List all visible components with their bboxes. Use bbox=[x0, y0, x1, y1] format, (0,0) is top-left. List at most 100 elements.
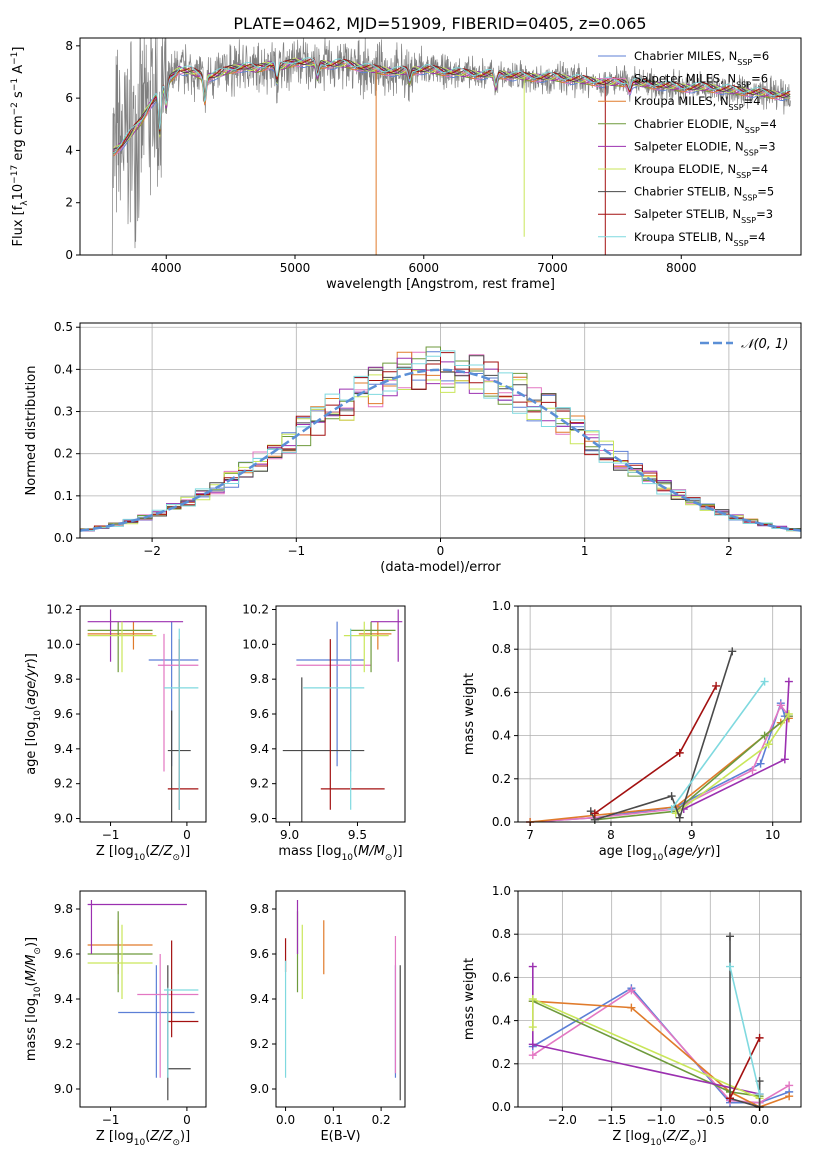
x-tick-label: −2.0 bbox=[548, 1113, 577, 1127]
y-axis-label: mass weight bbox=[462, 958, 477, 1040]
massweight-series-line bbox=[530, 703, 790, 823]
spectrum-panel: 4000 5000 6000 7000 8000 0 2 4 6 8 wavelength [Ang… bbox=[10, 37, 802, 292]
y-tick-label: 9.2 bbox=[54, 1037, 73, 1051]
massweight-point-marker bbox=[726, 962, 735, 971]
x-axis-label: (data-model)/error bbox=[380, 560, 501, 575]
mass-vs-ebv-panel: 0.0 0.1 0.2 9.0 9.2 9.4 9.6 9.8 E(B-V) bbox=[250, 890, 406, 1144]
massweight-point-marker bbox=[712, 681, 721, 690]
y-tick-label: 0.6 bbox=[492, 685, 511, 699]
x-axis-label: wavelength [Angstrom, rest frame] bbox=[326, 277, 555, 292]
y-tick-label: 9.2 bbox=[250, 1037, 269, 1051]
y-tick-label: 1.0 bbox=[492, 599, 511, 613]
massweight-vs-metallicity-panel: −2.0 −1.5 −1.0 −0.5 0.0 0.0 0.2 0.4 0.6 0.8 1.0 Z [… bbox=[462, 884, 802, 1148]
x-tick-label: −1 bbox=[287, 544, 305, 558]
y-tick-label: 9.0 bbox=[250, 812, 269, 826]
x-tick-label: 0.0 bbox=[276, 1113, 295, 1127]
legend-label: Salpeter STELIB, NSSP=3 bbox=[634, 207, 773, 225]
x-tick-label: 10 bbox=[765, 828, 780, 842]
y-axis-label: Flux [fλ10−17 erg cm−2 s−1 A−1] bbox=[10, 47, 30, 247]
residual-histogram-line bbox=[80, 370, 801, 532]
y-tick-label: 9.4 bbox=[250, 742, 269, 756]
y-tick-label: 9.0 bbox=[54, 812, 73, 826]
legend-label: Salpeter MILES, NSSP=6 bbox=[634, 72, 768, 90]
x-axis-label: E(B-V) bbox=[320, 1129, 360, 1144]
model-spectrum-line bbox=[113, 58, 791, 152]
y-tick-label: 0.2 bbox=[54, 447, 73, 461]
massweight-point-marker bbox=[726, 932, 735, 941]
y-tick-label: 10.2 bbox=[242, 602, 269, 616]
massweight-point-marker bbox=[784, 710, 793, 718]
x-tick-label: 0.0 bbox=[750, 1113, 769, 1127]
x-axis-label: age [log10(age/yr)] bbox=[599, 844, 721, 863]
x-tick-label: 7 bbox=[526, 828, 534, 842]
massweight-point-marker bbox=[776, 701, 785, 710]
y-tick-label: 10.2 bbox=[46, 602, 73, 616]
figure-title: PLATE=0462, MJD=51909, FIBERID=0405, z=0… bbox=[233, 14, 646, 33]
y-tick-label: 0.2 bbox=[492, 772, 511, 786]
residuals-panel: −2 −1 0 1 2 0.0 0.1 0.2 0.3 0.4 0.5 (data-model)/er… bbox=[24, 320, 802, 575]
x-tick-label: 8 bbox=[607, 828, 615, 842]
axes-frame bbox=[517, 605, 802, 823]
massweight-point-marker bbox=[785, 1081, 794, 1090]
y-tick-label: 9.6 bbox=[54, 707, 73, 721]
y-tick-label: 2 bbox=[65, 196, 73, 210]
y-axis-label: Normed distribution bbox=[24, 366, 39, 496]
massweight-point-marker bbox=[728, 647, 737, 656]
y-tick-label: 1.0 bbox=[492, 884, 511, 898]
y-tick-label: 9.6 bbox=[250, 707, 269, 721]
legend-label: Kroupa ELODIE, NSSP=4 bbox=[634, 162, 768, 180]
massweight-series-line bbox=[530, 700, 786, 823]
y-tick-label: 10.0 bbox=[242, 637, 269, 651]
x-tick-label: −1 bbox=[102, 1113, 120, 1127]
massweight-point-marker bbox=[675, 748, 684, 757]
x-tick-label: 5000 bbox=[280, 261, 311, 275]
massweight-point-marker bbox=[528, 995, 537, 1003]
massweight-point-marker bbox=[760, 677, 769, 686]
x-tick-label: 9.5 bbox=[348, 828, 367, 842]
massweight-point-marker bbox=[528, 962, 537, 971]
massweight-point-marker bbox=[785, 1092, 794, 1101]
x-axis-label: mass [log10(M/M⊙)] bbox=[278, 844, 402, 863]
y-tick-label: 9.8 bbox=[54, 672, 73, 686]
massweight-point-marker bbox=[667, 805, 676, 814]
y-tick-label: 0.4 bbox=[54, 362, 73, 376]
age-vs-metallicity-panel: −1 0 9.0 9.2 9.4 9.6 9.8 10.0 10.2 Z [log10(Z/Z⊙)… bbox=[24, 602, 207, 863]
model-spectrum-line bbox=[113, 57, 791, 154]
massweight-series-line bbox=[729, 966, 761, 1095]
legend-label: Kroupa MILES, NSSP=4 bbox=[634, 94, 760, 112]
legend-label-gaussian: 𝒩(0, 1) bbox=[741, 337, 788, 352]
massweight-point-marker bbox=[764, 740, 773, 749]
age-vs-mass-panel: 9.0 9.5 9.0 9.2 9.4 9.6 9.8 10.0 10.2 mass [log10… bbox=[242, 602, 406, 863]
x-axis-label: Z [log10(Z/Z⊙)] bbox=[96, 1129, 190, 1148]
massweight-series-line bbox=[532, 966, 760, 1095]
massweight-point-marker bbox=[784, 677, 793, 686]
gaussian-curve bbox=[79, 368, 802, 532]
y-tick-label: 0.2 bbox=[492, 1057, 511, 1071]
x-tick-label: 1 bbox=[581, 544, 589, 558]
massweight-point-marker bbox=[756, 759, 765, 768]
y-tick-label: 9.8 bbox=[54, 902, 73, 916]
x-tick-label: 2 bbox=[725, 544, 733, 558]
y-axis-label: mass weight bbox=[462, 673, 477, 755]
massweight-vs-age-panel: 7 8 9 10 0.0 0.2 0.4 0.6 0.8 1.0 age [log10(age/yr… bbox=[462, 599, 802, 863]
model-spectrum-line bbox=[113, 58, 791, 150]
y-tick-label: 0.4 bbox=[492, 1014, 511, 1028]
y-axis-label: age [log10(age/yr)] bbox=[24, 653, 43, 775]
massweight-series-line bbox=[532, 997, 760, 1100]
x-tick-label: 4000 bbox=[151, 261, 182, 275]
y-tick-label: 0.8 bbox=[492, 642, 511, 656]
x-tick-label: 0 bbox=[437, 544, 445, 558]
massweight-series-line bbox=[670, 681, 766, 810]
y-tick-label: 0.0 bbox=[54, 531, 73, 545]
x-tick-label: 9 bbox=[688, 828, 696, 842]
legend-label: Salpeter ELODIE, NSSP=3 bbox=[634, 139, 776, 157]
y-tick-label: 8 bbox=[65, 39, 73, 53]
y-tick-label: 9.2 bbox=[54, 777, 73, 791]
residual-histogram-line bbox=[80, 355, 801, 530]
x-tick-label: 0.1 bbox=[324, 1113, 343, 1127]
x-tick-label: 0 bbox=[183, 1113, 191, 1127]
massweight-series-line bbox=[729, 936, 761, 1109]
y-tick-label: 0.5 bbox=[54, 320, 73, 334]
massweight-point-marker bbox=[528, 1051, 537, 1060]
y-tick-label: 0.8 bbox=[492, 927, 511, 941]
